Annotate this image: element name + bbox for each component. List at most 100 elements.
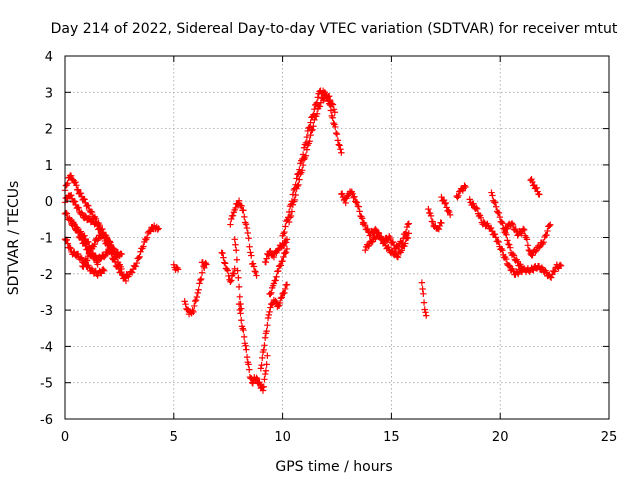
data-point <box>299 151 307 158</box>
data-point <box>473 205 481 213</box>
data-point <box>85 238 92 246</box>
data-point <box>386 234 394 242</box>
data-point <box>121 275 128 282</box>
x-tick-label: 5 <box>170 430 178 445</box>
data-point <box>279 257 286 265</box>
data-point <box>143 234 151 241</box>
data-point <box>81 232 88 239</box>
data-point <box>492 234 500 241</box>
data-point <box>535 244 543 251</box>
data-point <box>67 172 75 179</box>
data-point <box>243 353 251 361</box>
data-point <box>309 126 316 133</box>
y-tick-label: -6 <box>40 413 53 428</box>
data-point <box>495 238 502 246</box>
data-point <box>262 367 270 374</box>
data-point <box>466 196 473 203</box>
data-point <box>77 189 85 197</box>
data-point <box>267 291 274 298</box>
x-tick-label: 10 <box>274 430 291 445</box>
data-point <box>223 265 231 273</box>
data-point <box>194 289 201 297</box>
data-point <box>330 106 338 113</box>
data-point <box>74 204 81 211</box>
data-point <box>557 262 565 270</box>
data-layer <box>61 87 565 394</box>
data-point <box>491 231 499 238</box>
data-point <box>260 346 267 354</box>
y-tick-label: 4 <box>45 50 53 65</box>
data-point <box>249 260 257 267</box>
data-point <box>547 221 554 228</box>
data-point <box>499 247 506 254</box>
data-point <box>355 203 362 210</box>
data-point <box>242 221 250 228</box>
data-point <box>203 261 210 268</box>
data-point <box>235 283 243 291</box>
data-point <box>283 217 290 225</box>
data-point <box>372 225 379 233</box>
data-point <box>201 264 208 272</box>
data-point <box>281 228 288 236</box>
data-point <box>83 257 91 264</box>
data-point <box>242 342 249 349</box>
data-point <box>224 267 231 274</box>
data-point <box>529 178 536 186</box>
data-point <box>498 245 505 252</box>
data-point <box>97 255 104 263</box>
data-point <box>543 231 550 239</box>
data-point <box>100 266 107 273</box>
data-point <box>93 219 100 226</box>
data-point <box>557 261 564 269</box>
series-trace-l <box>227 197 260 279</box>
data-point <box>532 248 539 255</box>
data-point <box>506 241 513 248</box>
data-point <box>328 100 336 107</box>
data-point <box>283 245 291 253</box>
data-point <box>362 246 369 254</box>
data-point <box>77 254 85 261</box>
data-point <box>263 327 270 335</box>
data-point <box>86 264 93 271</box>
y-tick-label: -1 <box>40 232 53 247</box>
data-point <box>492 203 500 210</box>
data-point <box>504 237 511 244</box>
data-point <box>316 103 324 110</box>
data-point <box>62 209 70 217</box>
data-point <box>77 233 85 241</box>
data-point <box>337 146 344 153</box>
y-axis-label: SDTVAR / TECUs <box>6 181 22 296</box>
data-point <box>146 228 154 235</box>
data-point <box>377 233 385 240</box>
data-point <box>299 161 307 169</box>
data-point <box>535 262 543 270</box>
data-point <box>540 238 547 246</box>
data-point <box>331 109 339 116</box>
data-point <box>287 212 295 220</box>
series-trace-o <box>257 281 291 372</box>
data-point <box>85 246 92 253</box>
data-point <box>422 309 429 316</box>
data-point <box>504 225 511 232</box>
data-point <box>248 252 255 259</box>
data-point <box>66 244 73 251</box>
series-trace-x <box>425 205 445 233</box>
data-point <box>402 240 409 247</box>
data-point <box>270 253 278 261</box>
data-point <box>364 225 371 233</box>
data-point <box>510 252 518 259</box>
data-point <box>334 137 342 144</box>
data-point <box>333 130 341 138</box>
data-point <box>190 308 197 316</box>
data-point <box>107 239 114 246</box>
data-point <box>282 249 290 256</box>
data-point <box>375 229 382 236</box>
data-point <box>283 236 291 243</box>
data-point <box>275 267 282 275</box>
data-point <box>498 218 505 226</box>
x-tick-label: 25 <box>601 430 618 445</box>
data-point <box>398 247 405 254</box>
data-point <box>243 224 251 232</box>
data-point <box>282 239 290 246</box>
